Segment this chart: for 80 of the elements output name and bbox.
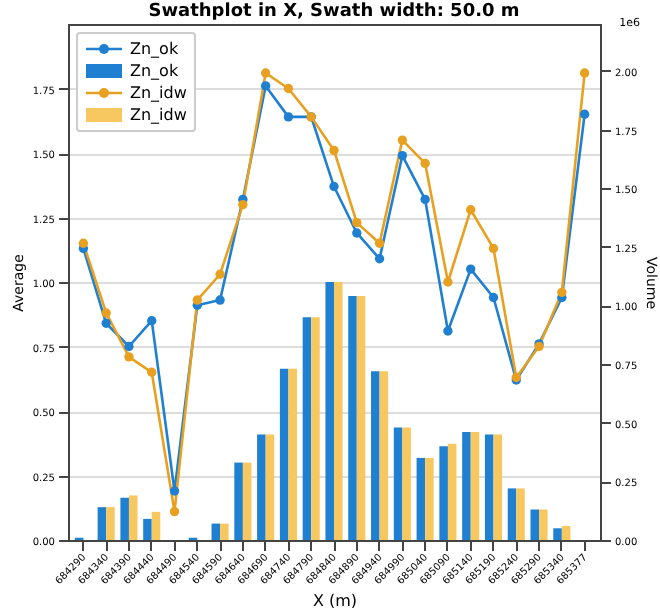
bar [356,296,366,540]
bar [151,511,161,540]
point [420,194,430,205]
bar [507,488,517,540]
point [374,254,385,264]
bar [120,497,129,540]
bar [371,371,380,540]
bar [530,509,540,540]
point [420,158,430,168]
bar [553,528,562,540]
bar [97,507,107,540]
point [78,238,89,248]
point [215,269,225,279]
point [488,292,499,303]
point [557,287,567,297]
bar [493,434,503,540]
bar [539,509,548,540]
point [124,341,134,352]
point [124,352,134,362]
point [215,295,225,305]
point [397,150,408,161]
point [443,277,453,287]
chart-title: Swathplot in X, Swath width: 50.0 m [148,2,520,22]
bar [348,296,357,540]
bar [302,317,312,540]
bar [516,488,525,540]
point [238,199,248,210]
bar [393,427,403,540]
bar [242,462,252,540]
bar [484,434,494,540]
bar [439,446,448,540]
point [579,109,590,119]
point [147,316,157,326]
legend-label: Zn_idw [130,82,187,104]
point [101,318,111,328]
bar [211,523,221,540]
bar [379,371,389,540]
point [169,486,180,496]
bar [220,523,229,540]
bar [288,368,297,540]
legend-label: Zn_idw [130,104,187,126]
point [397,135,408,145]
point [374,238,385,248]
point [352,228,362,238]
bar [447,443,457,540]
point [488,243,499,254]
bar [128,495,138,540]
point [579,68,590,78]
bar [470,432,480,540]
x-axis-title: X (m) [312,592,358,611]
point [147,367,157,377]
legend-label: Zn_ok [130,38,179,60]
bar [234,462,243,540]
bar [311,317,320,540]
bar [279,368,289,540]
bar [402,427,411,540]
point [443,326,453,336]
point [169,506,180,517]
bar [462,432,471,540]
bar [561,525,571,540]
bar [106,507,115,540]
point [192,295,202,305]
bar [325,282,334,540]
point [329,181,339,192]
bar [143,518,152,540]
point [283,83,294,94]
bar [416,457,426,540]
point [260,81,271,91]
bar [334,282,343,540]
point [101,308,111,318]
point [283,112,294,122]
point [466,205,476,215]
legend-label: Zn_ok [130,60,179,82]
point [260,68,271,78]
point [352,217,362,228]
point [466,264,476,274]
bar [425,457,434,540]
bar [257,434,266,540]
point [329,145,339,156]
bar [265,434,275,540]
